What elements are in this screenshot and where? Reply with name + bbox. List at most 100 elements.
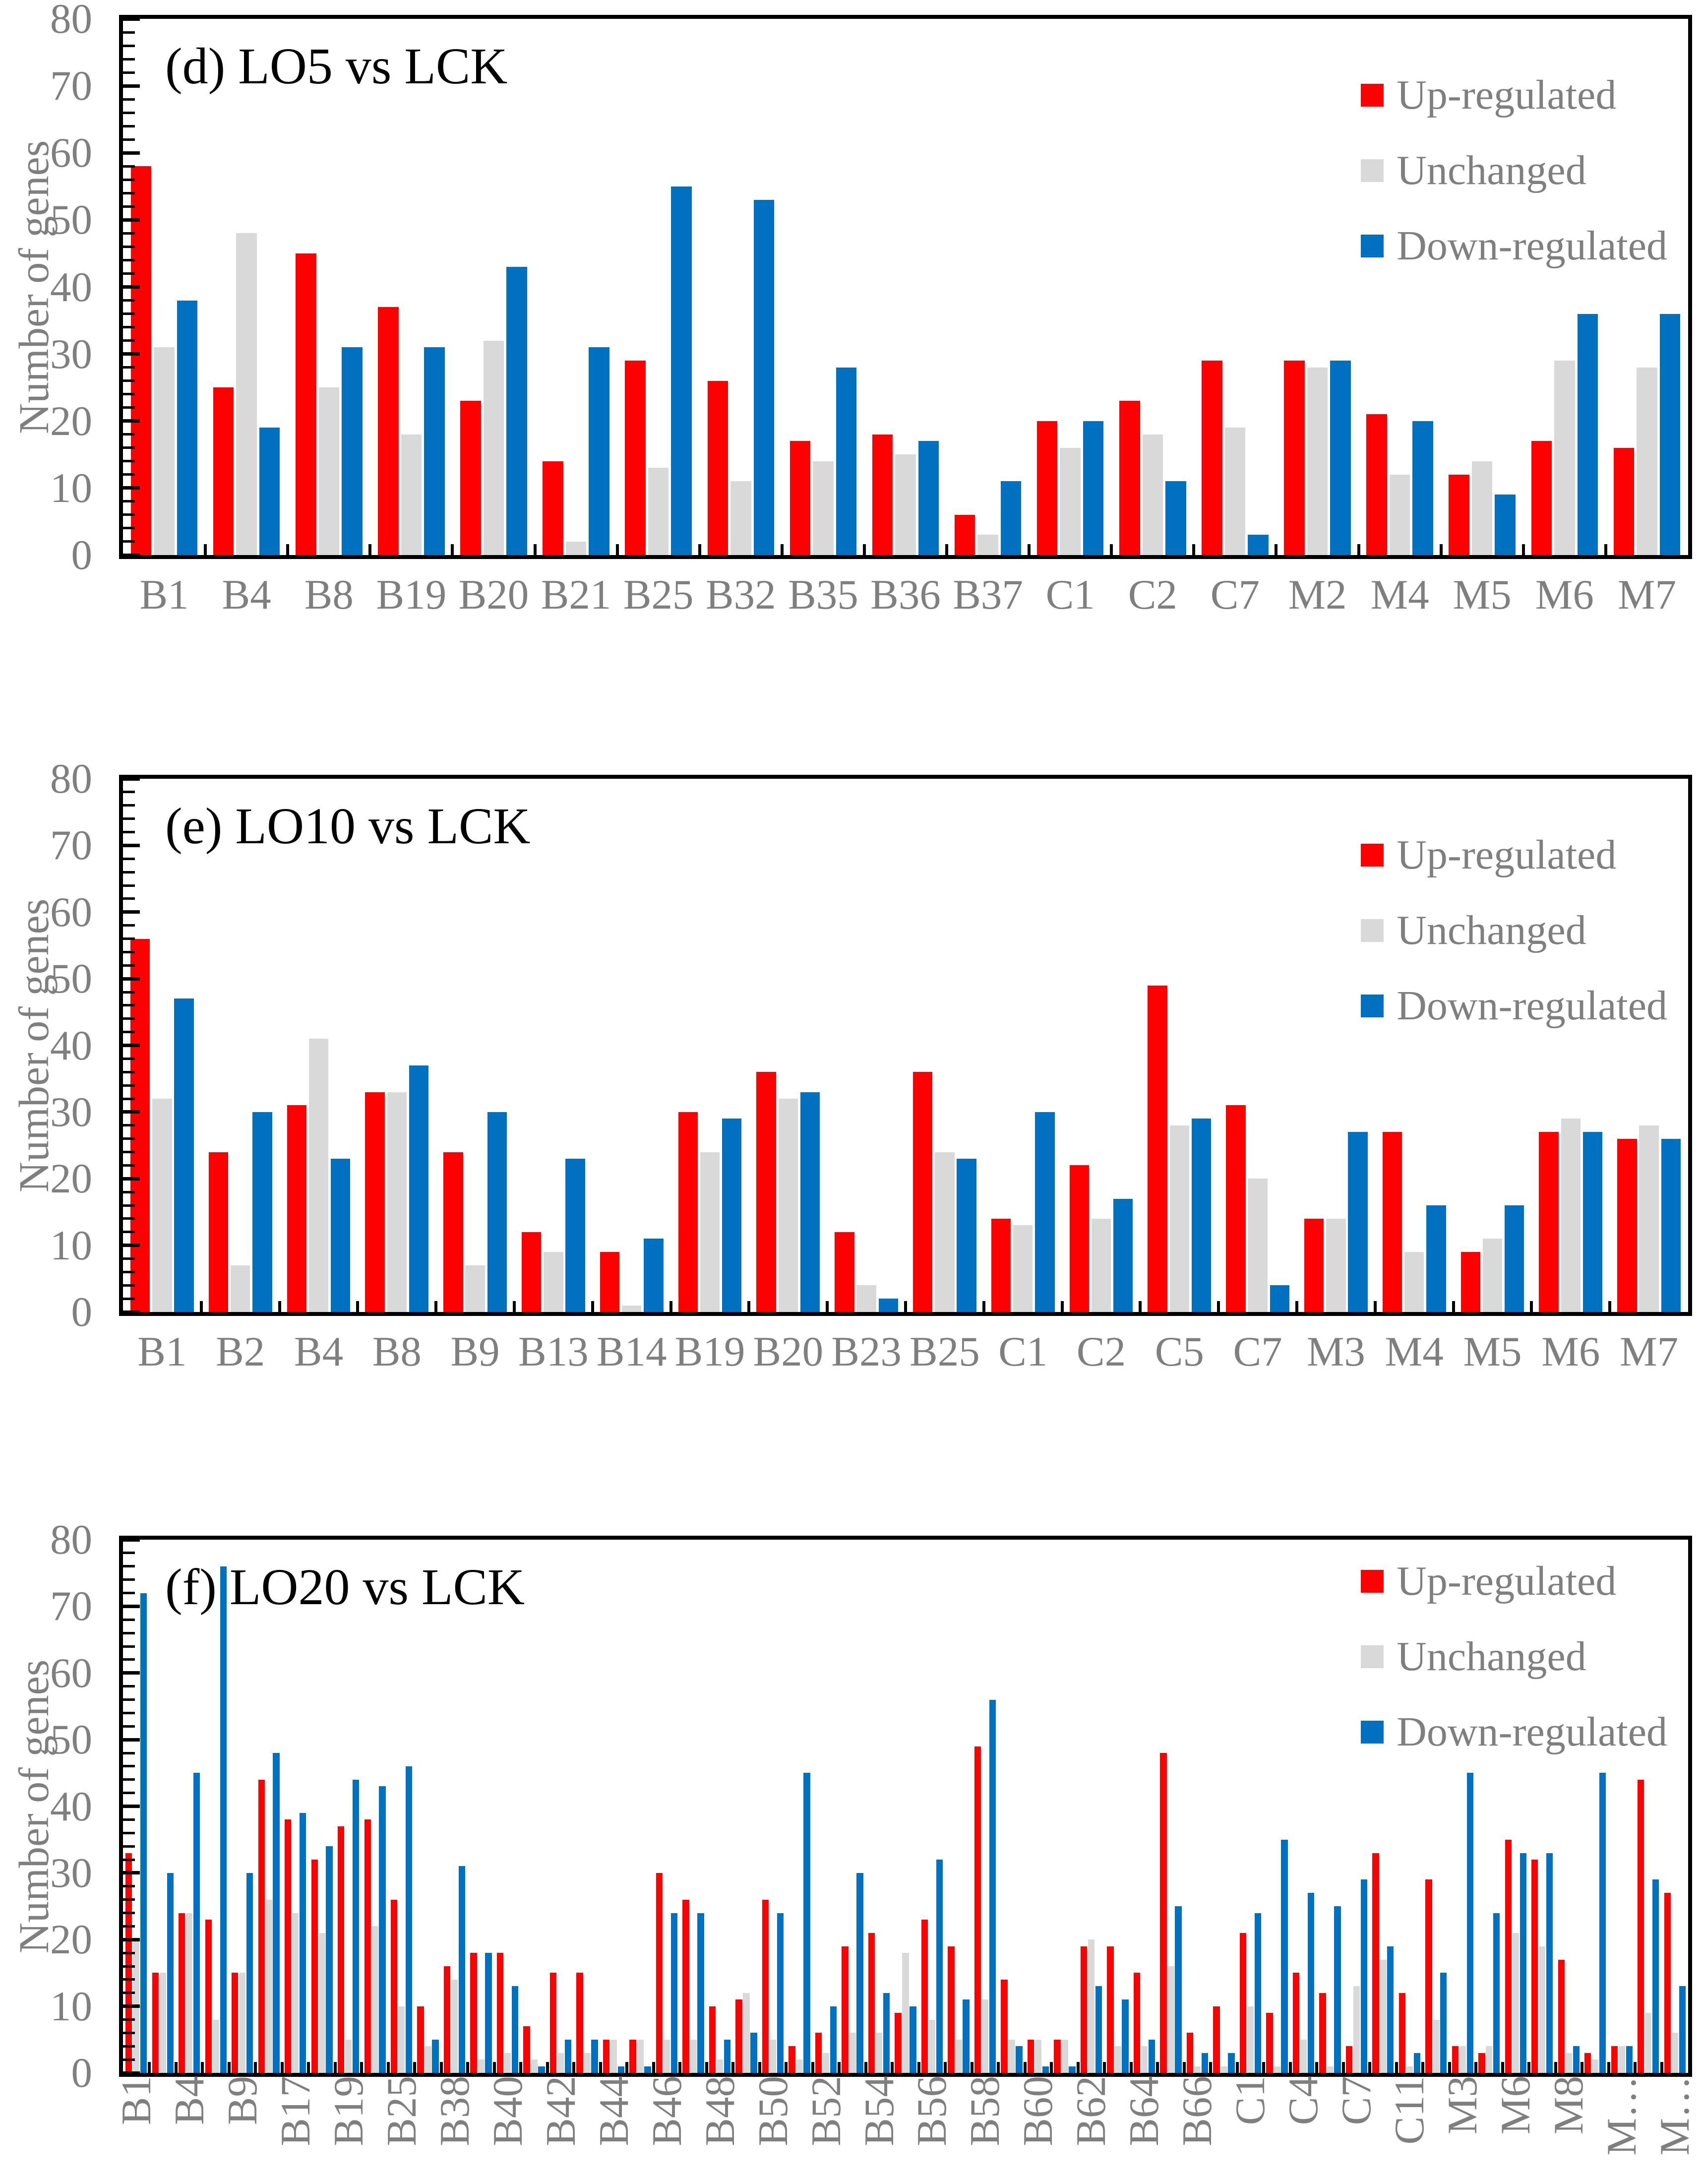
bar-unchanged: [1471, 461, 1493, 555]
bar-up-regulated: [576, 1973, 583, 2073]
bar-unchanged: [133, 1939, 140, 2073]
x-tick-label: C4: [1280, 2076, 1327, 2125]
x-tick-mark: [862, 544, 866, 555]
bar-unchanged: [1141, 2046, 1148, 2073]
x-tick-mark: [1474, 2062, 1478, 2073]
x-tick-mark: [1581, 2062, 1584, 2073]
bar-up-regulated: [1148, 985, 1167, 1312]
x-tick-mark: [360, 2062, 364, 2073]
bar-down-regulated: [485, 1953, 492, 2073]
y-minor-tick-mark: [123, 406, 135, 409]
bar-up-regulated: [790, 441, 811, 555]
x-tick-label: B58: [962, 2076, 1009, 2146]
bar-unchanged: [544, 1252, 563, 1312]
bar-down-regulated: [565, 1158, 585, 1312]
panel-title: (d) LO5 vs LCK: [165, 38, 508, 95]
bar-unchanged: [1224, 428, 1246, 555]
bar-up-regulated: [1304, 1218, 1324, 1312]
x-tick-mark: [917, 2062, 920, 2073]
bar-up-regulated: [470, 1953, 477, 2073]
bar-down-regulated: [1191, 1119, 1212, 1312]
legend: Up-regulated Unchanged Down-regulated: [1361, 833, 1667, 1028]
bar-down-regulated: [409, 1065, 429, 1312]
bar-unchanged: [928, 2019, 936, 2073]
x-tick-mark: [368, 544, 372, 555]
x-tick-mark: [333, 2062, 337, 2073]
bar-unchanged: [465, 1265, 485, 1312]
y-major-tick-mark: [123, 777, 140, 781]
x-tick-label: C5: [1155, 1328, 1204, 1375]
bar-down-regulated: [1387, 1946, 1394, 2073]
bar-down-regulated: [1440, 1973, 1447, 2073]
y-major-tick-mark: [123, 1871, 140, 1875]
x-tick-label: B25: [623, 571, 694, 618]
y-minor-tick-mark: [123, 1845, 135, 1848]
y-major-tick-mark: [123, 1177, 140, 1181]
x-tick-label: B52: [802, 2076, 850, 2146]
x-tick-mark: [864, 2062, 867, 2073]
x-tick-mark: [982, 1301, 985, 1312]
x-tick-label: C1: [1045, 571, 1095, 618]
y-minor-tick-mark: [123, 1124, 135, 1127]
bar-down-regulated: [910, 2006, 916, 2073]
bar-up-regulated: [1284, 361, 1305, 555]
x-tick-label: B36: [870, 571, 941, 618]
bar-down-regulated: [803, 1773, 810, 2073]
x-tick-mark: [307, 2062, 310, 2073]
bar-up-regulated: [287, 1105, 307, 1312]
x-tick-mark: [1217, 1301, 1220, 1312]
bar-unchanged: [1639, 1125, 1659, 1312]
y-minor-tick-mark: [123, 326, 135, 329]
bar-down-regulated: [918, 441, 939, 555]
bar-up-regulated: [390, 1899, 398, 2073]
y-minor-tick-mark: [123, 1912, 135, 1914]
y-minor-tick-mark: [123, 1164, 135, 1167]
x-tick-mark: [698, 544, 701, 555]
x-tick-mark: [1209, 2062, 1213, 2073]
bar-down-regulated: [856, 1872, 863, 2073]
bar-up-regulated: [521, 1232, 542, 1312]
y-minor-tick-mark: [123, 1190, 135, 1193]
y-minor-tick-mark: [123, 1751, 135, 1754]
bar-up-regulated: [1613, 447, 1635, 555]
x-tick-mark: [201, 2062, 204, 2073]
bar-unchanged: [154, 347, 175, 555]
bar-unchanged: [1618, 2046, 1625, 2073]
x-tick-label: B19: [674, 1328, 745, 1375]
x-tick-mark: [811, 2062, 814, 2073]
y-minor-tick-mark: [123, 500, 135, 503]
y-minor-tick-mark: [123, 857, 135, 860]
y-tick-label: 50: [50, 196, 92, 244]
x-tick-label: B14: [596, 1328, 667, 1375]
x-tick-label: B4: [166, 2076, 213, 2125]
bar-unchanged: [1433, 2019, 1440, 2073]
legend-item-up-regulated: Up-regulated: [1361, 73, 1667, 117]
y-minor-tick-mark: [123, 1017, 135, 1020]
bar-down-regulated: [1083, 421, 1104, 555]
bar-down-regulated: [836, 367, 857, 555]
bar-down-regulated: [564, 2039, 572, 2073]
bar-unchanged: [935, 1152, 955, 1312]
y-major-tick-mark: [123, 2071, 140, 2075]
x-tick-mark: [1373, 1301, 1377, 1312]
bar-down-regulated: [644, 2066, 651, 2073]
x-tick-mark: [1501, 2062, 1504, 2073]
bar-unchanged: [1554, 361, 1575, 555]
bar-unchanged: [1380, 1959, 1387, 2073]
bar-up-regulated: [1558, 1959, 1565, 2073]
bar-unchanged: [1220, 2066, 1227, 2073]
bar-up-regulated: [1452, 2046, 1459, 2073]
x-tick-mark: [1634, 2062, 1637, 2073]
bar-down-regulated: [220, 1566, 227, 2073]
y-minor-tick-mark: [123, 138, 135, 141]
legend-item-unchanged: Unchanged: [1361, 908, 1667, 952]
y-major-tick-mark: [123, 2004, 140, 2008]
x-tick-label: B1: [137, 1328, 187, 1375]
bar-up-regulated: [1292, 1973, 1300, 2073]
bar-up-regulated: [213, 387, 234, 555]
x-tick-mark: [615, 544, 619, 555]
x-tick-label: B66: [1174, 2076, 1221, 2146]
y-minor-tick-mark: [123, 71, 135, 74]
y-minor-tick-mark: [123, 1885, 135, 1888]
